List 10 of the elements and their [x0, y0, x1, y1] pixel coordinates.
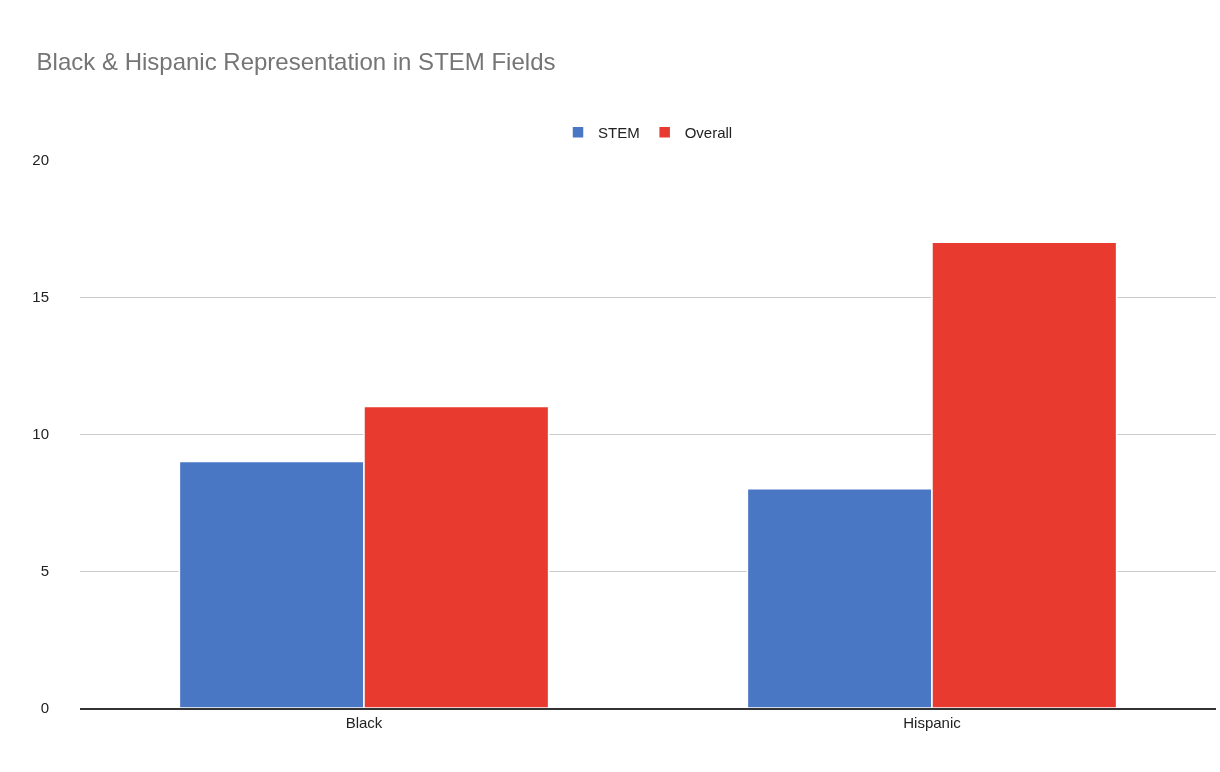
legend-label: STEM — [598, 124, 640, 142]
y-tick-label: 10 — [32, 425, 49, 443]
y-tick-label: 0 — [40, 699, 49, 717]
y-tick-label: 15 — [32, 288, 49, 306]
x-tick-label: Black — [345, 713, 383, 731]
y-tick-label: 5 — [40, 562, 49, 580]
x-tick-label: Hispanic — [903, 713, 962, 731]
chart-title: Black & Hispanic Representation in STEM Fields — [36, 48, 556, 76]
y-tick-label: 20 — [32, 151, 49, 169]
legend-label: Overall — [684, 124, 733, 142]
